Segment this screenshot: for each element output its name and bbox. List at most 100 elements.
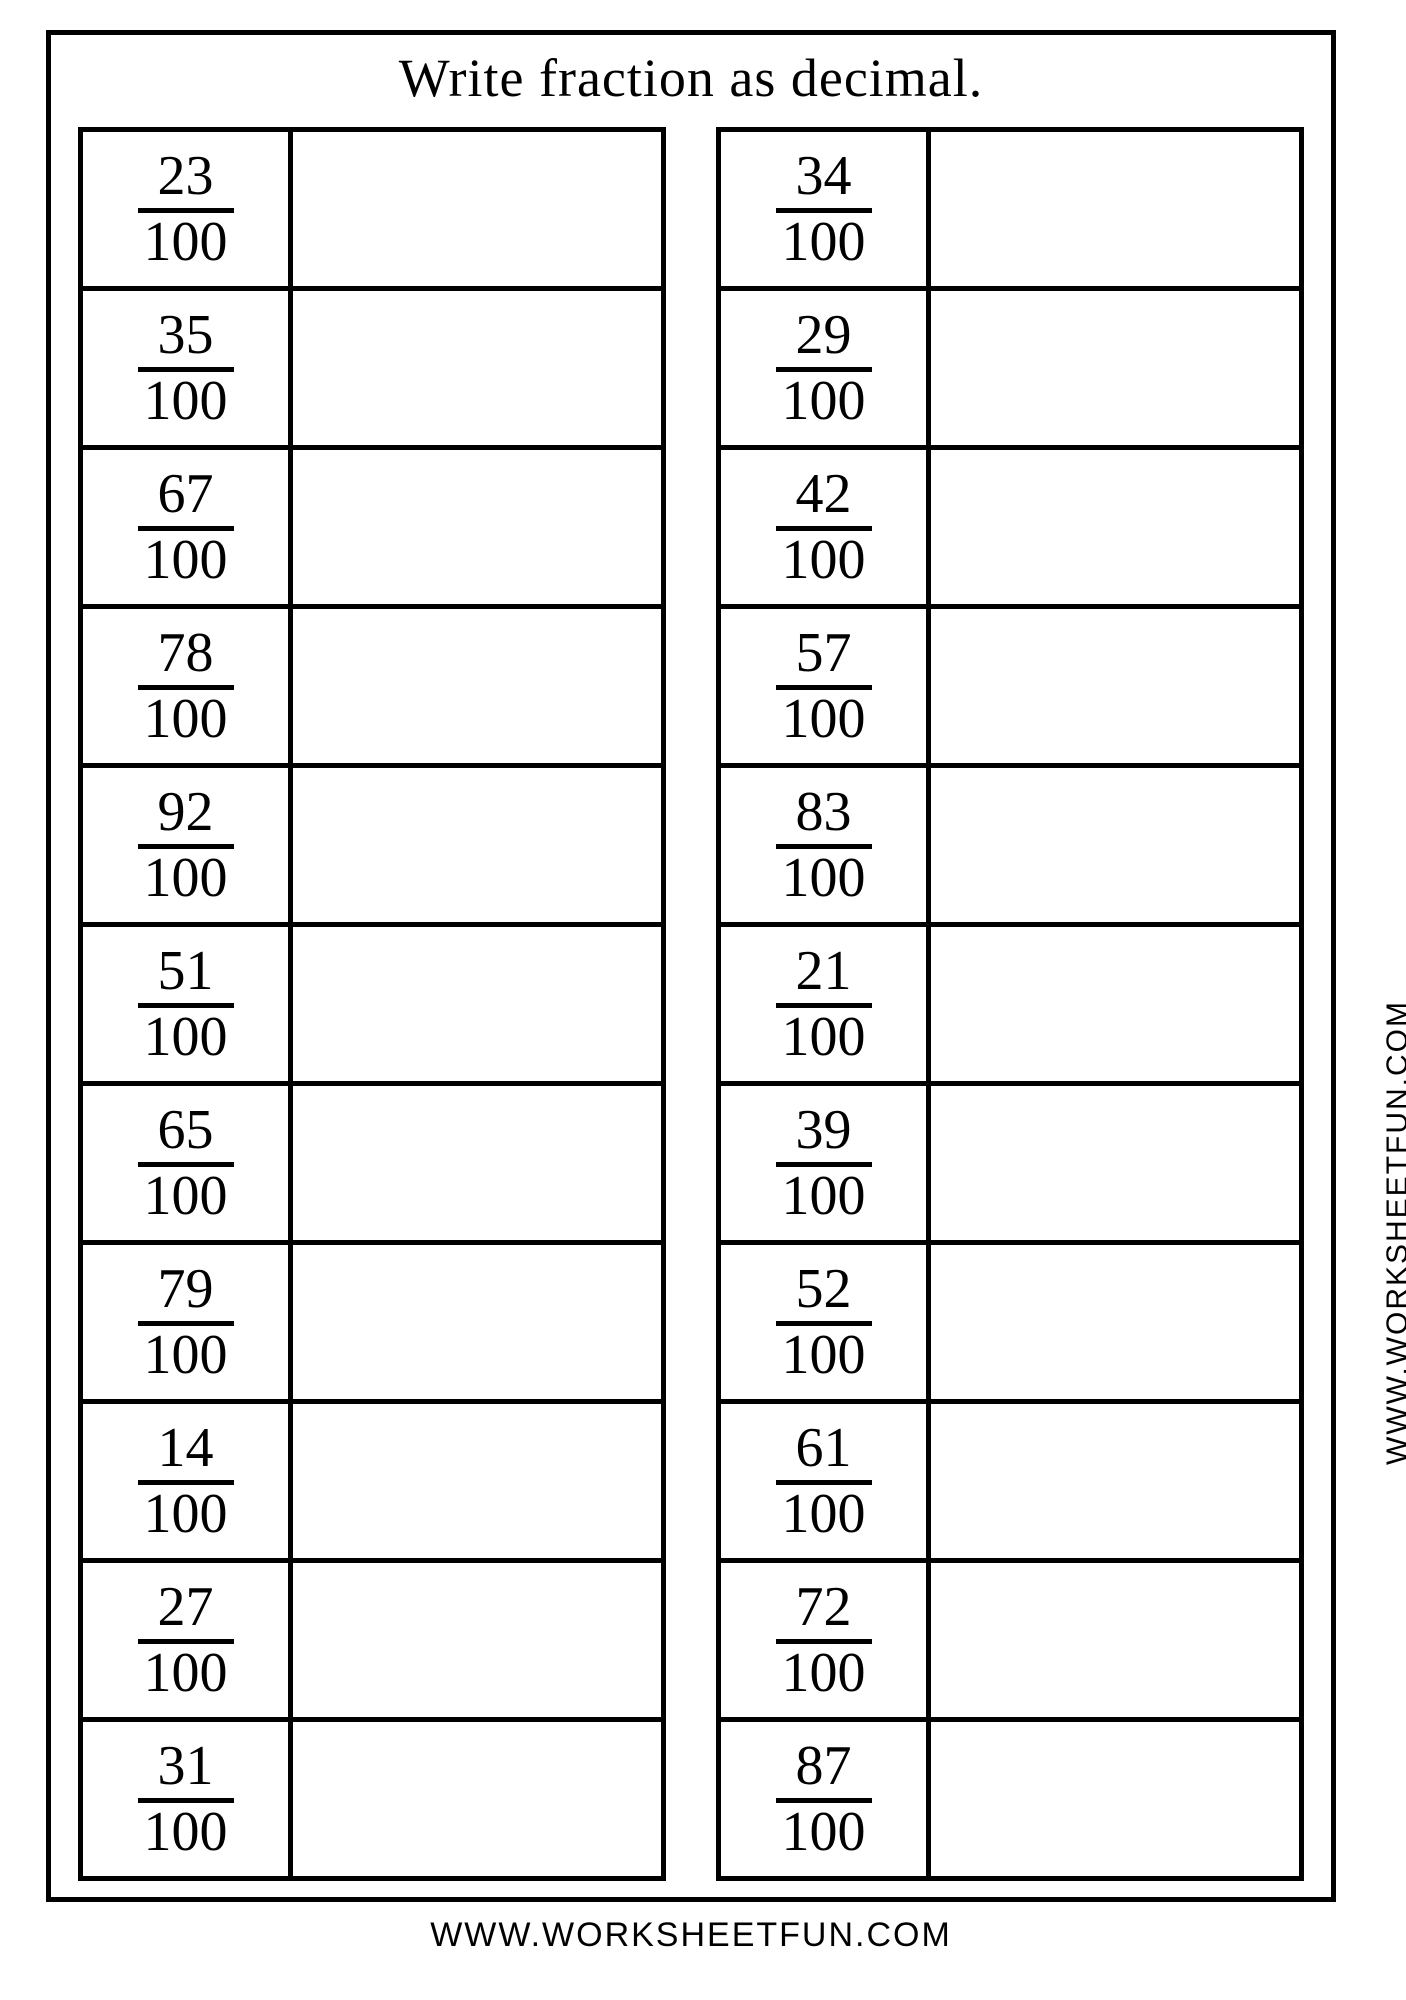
fraction: 39100: [776, 1101, 872, 1226]
fraction: 57100: [776, 624, 872, 749]
fraction: 78100: [138, 624, 234, 749]
fraction-denominator: 100: [144, 1644, 228, 1703]
fraction-denominator: 100: [782, 213, 866, 272]
answer-cell[interactable]: [931, 1245, 1299, 1399]
fraction-cell: 83100: [721, 768, 931, 922]
fraction-numerator: 21: [776, 942, 872, 1008]
fraction-cell: 65100: [83, 1086, 293, 1240]
fraction-numerator: 27: [138, 1578, 234, 1644]
answer-cell[interactable]: [931, 1404, 1299, 1558]
fraction-cell: 72100: [721, 1563, 931, 1717]
fraction-cell: 21100: [721, 927, 931, 1081]
fraction-denominator: 100: [782, 372, 866, 431]
table-row: 92100: [83, 768, 661, 927]
answer-cell[interactable]: [293, 1563, 661, 1717]
fraction-numerator: 23: [138, 147, 234, 213]
fraction-denominator: 100: [782, 849, 866, 908]
answer-cell[interactable]: [293, 132, 661, 286]
fraction-numerator: 67: [138, 465, 234, 531]
answer-cell[interactable]: [293, 927, 661, 1081]
answer-cell[interactable]: [293, 609, 661, 763]
fraction-numerator: 87: [776, 1737, 872, 1803]
right-table: 3410029100421005710083100211003910052100…: [716, 127, 1304, 1881]
answer-cell[interactable]: [931, 609, 1299, 763]
fraction-denominator: 100: [144, 1008, 228, 1067]
fraction: 51100: [138, 942, 234, 1067]
answer-cell[interactable]: [931, 132, 1299, 286]
fraction-numerator: 83: [776, 783, 872, 849]
table-row: 34100: [721, 132, 1299, 291]
fraction-denominator: 100: [782, 1803, 866, 1862]
fraction: 35100: [138, 306, 234, 431]
table-row: 39100: [721, 1086, 1299, 1245]
fraction-denominator: 100: [144, 531, 228, 590]
answer-cell[interactable]: [293, 1722, 661, 1876]
fraction-denominator: 100: [144, 372, 228, 431]
answer-cell[interactable]: [931, 1086, 1299, 1240]
fraction: 79100: [138, 1260, 234, 1385]
fraction: 34100: [776, 147, 872, 272]
fraction: 27100: [138, 1578, 234, 1703]
fraction-cell: 57100: [721, 609, 931, 763]
worksheet-columns: 2310035100671007810092100511006510079100…: [51, 127, 1331, 1881]
fraction-denominator: 100: [782, 1008, 866, 1067]
answer-cell[interactable]: [931, 450, 1299, 604]
worksheet-frame: Write fraction as decimal. 2310035100671…: [46, 30, 1336, 1902]
table-row: 21100: [721, 927, 1299, 1086]
fraction-numerator: 14: [138, 1419, 234, 1485]
fraction-cell: 61100: [721, 1404, 931, 1558]
fraction-numerator: 78: [138, 624, 234, 690]
fraction: 42100: [776, 465, 872, 590]
table-row: 31100: [83, 1722, 661, 1881]
fraction-cell: 92100: [83, 768, 293, 922]
answer-cell[interactable]: [293, 450, 661, 604]
fraction: 87100: [776, 1737, 872, 1862]
fraction-numerator: 31: [138, 1737, 234, 1803]
table-row: 83100: [721, 768, 1299, 927]
table-row: 23100: [83, 132, 661, 291]
answer-cell[interactable]: [931, 1563, 1299, 1717]
answer-cell[interactable]: [931, 1722, 1299, 1876]
answer-cell[interactable]: [293, 1086, 661, 1240]
fraction-numerator: 29: [776, 306, 872, 372]
fraction-numerator: 79: [138, 1260, 234, 1326]
fraction-cell: 27100: [83, 1563, 293, 1717]
table-row: 42100: [721, 450, 1299, 609]
fraction-cell: 35100: [83, 291, 293, 445]
fraction-cell: 39100: [721, 1086, 931, 1240]
fraction-denominator: 100: [782, 1167, 866, 1226]
answer-cell[interactable]: [293, 1245, 661, 1399]
fraction: 21100: [776, 942, 872, 1067]
fraction-cell: 78100: [83, 609, 293, 763]
table-row: 78100: [83, 609, 661, 768]
fraction-numerator: 39: [776, 1101, 872, 1167]
fraction-numerator: 35: [138, 306, 234, 372]
answer-cell[interactable]: [931, 291, 1299, 445]
table-row: 14100: [83, 1404, 661, 1563]
fraction-cell: 23100: [83, 132, 293, 286]
answer-cell[interactable]: [293, 291, 661, 445]
fraction-denominator: 100: [144, 1485, 228, 1544]
table-row: 27100: [83, 1563, 661, 1722]
fraction-denominator: 100: [782, 531, 866, 590]
fraction: 23100: [138, 147, 234, 272]
answer-cell[interactable]: [293, 1404, 661, 1558]
fraction-numerator: 57: [776, 624, 872, 690]
answer-cell[interactable]: [293, 768, 661, 922]
table-row: 29100: [721, 291, 1299, 450]
fraction-denominator: 100: [144, 1167, 228, 1226]
fraction: 83100: [776, 783, 872, 908]
table-row: 65100: [83, 1086, 661, 1245]
fraction-numerator: 52: [776, 1260, 872, 1326]
fraction: 29100: [776, 306, 872, 431]
table-row: 67100: [83, 450, 661, 609]
fraction: 72100: [776, 1578, 872, 1703]
fraction-denominator: 100: [782, 1485, 866, 1544]
answer-cell[interactable]: [931, 768, 1299, 922]
fraction: 52100: [776, 1260, 872, 1385]
answer-cell[interactable]: [931, 927, 1299, 1081]
fraction-numerator: 65: [138, 1101, 234, 1167]
fraction-cell: 29100: [721, 291, 931, 445]
fraction-cell: 79100: [83, 1245, 293, 1399]
fraction: 65100: [138, 1101, 234, 1226]
